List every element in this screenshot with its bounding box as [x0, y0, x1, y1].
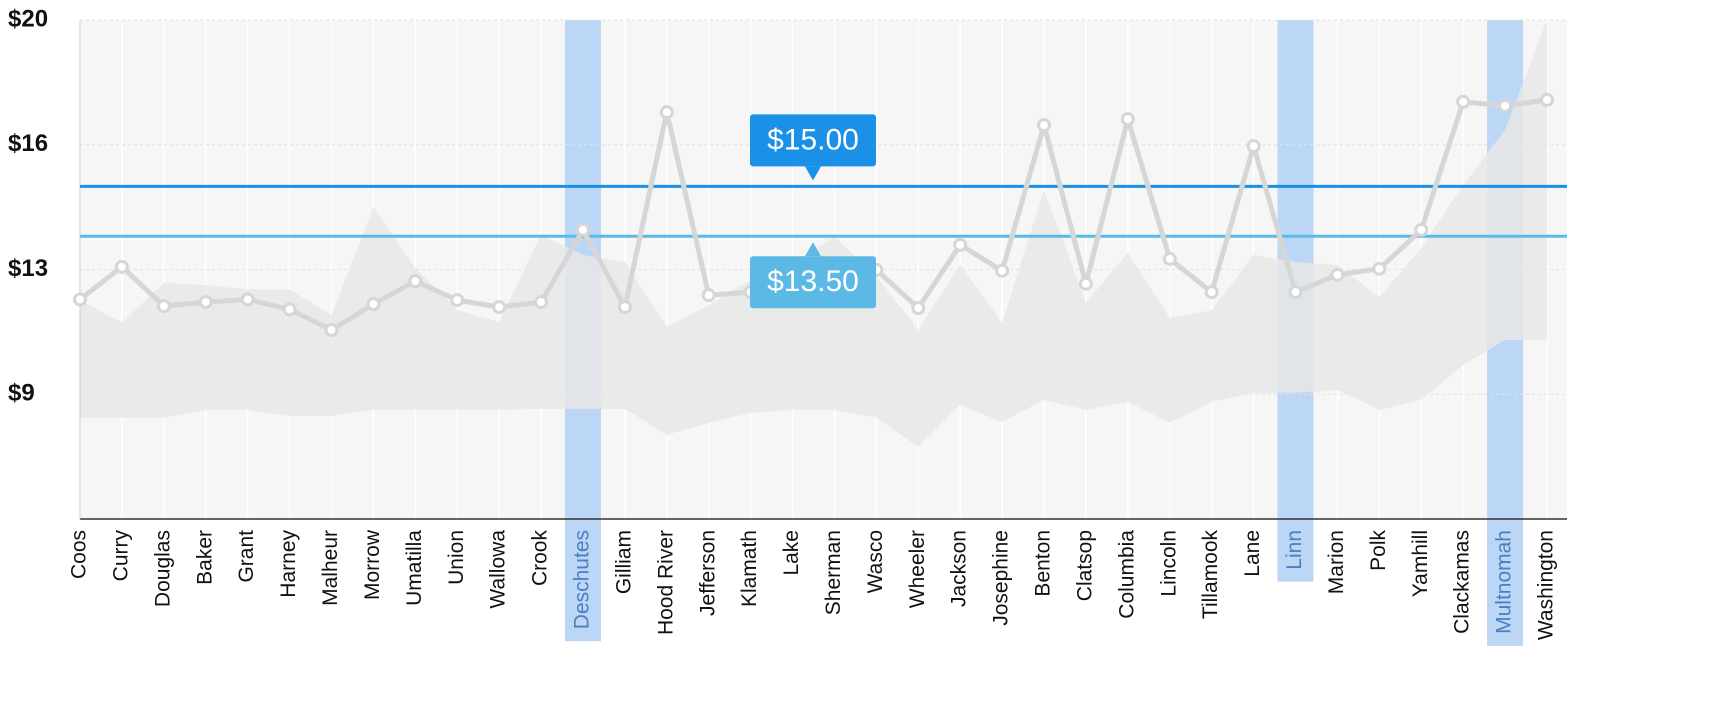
point [1456, 94, 1471, 109]
point [282, 302, 297, 317]
point [408, 274, 423, 289]
point [1288, 285, 1303, 300]
x-tick-label: Clatsop [1073, 530, 1096, 601]
x-tick-label: Linn [1283, 530, 1306, 570]
point [1330, 267, 1345, 282]
point [1162, 251, 1177, 266]
x-tick-label: Coos [68, 530, 91, 579]
x-tick-label: Multnomah [1493, 530, 1516, 634]
x-tick-label: Hood River [654, 530, 677, 635]
x-tick-label: Wallowa [487, 530, 510, 609]
point [114, 259, 129, 274]
x-tick-label: Malheur [319, 530, 342, 606]
x-tick-label: Klamath [738, 530, 761, 607]
x-tick-label: Lake [780, 530, 803, 576]
point [492, 300, 507, 315]
y-tick-label: $20 [8, 5, 48, 32]
x-tick-label: Jefferson [696, 530, 719, 616]
point [1246, 139, 1261, 154]
reference-label-box [750, 256, 876, 309]
x-tick-label: Harney [277, 530, 300, 598]
point [575, 222, 590, 237]
point [324, 323, 339, 338]
y-tick-label: $9 [8, 380, 35, 407]
x-tick-label: Wasco [864, 530, 887, 593]
x-tick-label: Crook [529, 530, 552, 587]
point [1414, 222, 1429, 237]
range-area [80, 20, 1547, 447]
x-tick-label: Benton [1032, 530, 1055, 597]
x-tick-label: Lane [1241, 530, 1264, 577]
point [911, 301, 926, 316]
point [1498, 98, 1513, 113]
point [1372, 261, 1387, 276]
point [73, 292, 87, 307]
y-tick-label: $13 [8, 255, 48, 282]
point [659, 105, 674, 120]
point [366, 297, 381, 312]
x-tick-label: Douglas [151, 530, 174, 607]
point [1037, 118, 1052, 133]
x-tick-label: Umatilla [403, 530, 426, 606]
reference-label-pointer [805, 242, 821, 257]
x-tick-label: Deschutes [571, 530, 594, 629]
x-tick-label: Curry [109, 530, 132, 582]
x-tick-label: Polk [1367, 530, 1390, 571]
point [198, 295, 213, 310]
x-tick-label: Tillamook [1199, 530, 1222, 620]
x-tick-label: Clackamas [1451, 530, 1474, 634]
x-tick-label: Washington [1535, 530, 1558, 640]
x-tick-label: Union [445, 530, 468, 585]
reference-label: $15.00 [767, 123, 859, 156]
point [701, 288, 716, 303]
point [1120, 112, 1135, 127]
x-tick-label: Marion [1325, 530, 1348, 594]
x-tick-label: Jackson [948, 530, 971, 607]
point [617, 300, 632, 315]
x-tick-label: Grant [235, 530, 258, 583]
x-tick-label: Columbia [1115, 530, 1138, 619]
point [1204, 285, 1219, 300]
point [953, 237, 968, 252]
point [1540, 92, 1554, 107]
x-tick-label: Josephine [990, 530, 1013, 626]
reference-label-pointer [805, 166, 821, 181]
x-tick-label: Wheeler [906, 530, 929, 608]
reference-label: $13.50 [767, 265, 859, 298]
x-tick-label: Morrow [361, 529, 384, 600]
point [995, 263, 1010, 278]
x-tick-label: Lincoln [1157, 530, 1180, 597]
point [450, 293, 465, 308]
x-tick-label: Gilliam [612, 530, 635, 594]
x-tick-label: Baker [193, 530, 216, 585]
x-tick-label: Yamhill [1409, 530, 1432, 597]
point [1078, 276, 1093, 291]
point [240, 292, 255, 307]
x-tick-label: Sherman [822, 530, 845, 615]
y-tick-label: $16 [8, 130, 48, 157]
point [156, 299, 171, 314]
reference-label-box [750, 114, 876, 167]
point [534, 295, 549, 310]
